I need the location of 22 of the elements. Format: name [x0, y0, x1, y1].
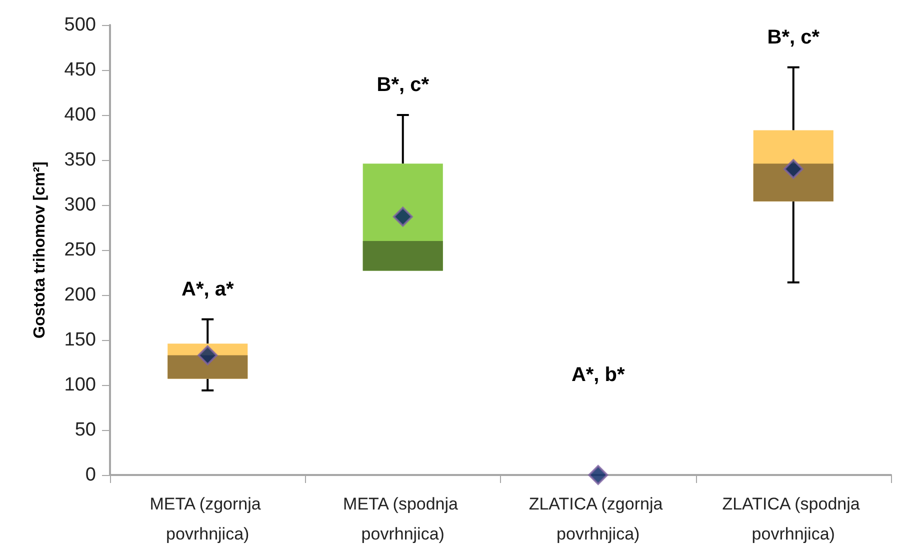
y-tick-label: 300 [64, 194, 96, 216]
x-tick-label: ZLATICA (zgornja povrhnjica) [528, 494, 668, 544]
y-tick-label: 250 [64, 240, 96, 260]
x-tick-label: META (zgornja povrhnjica) [150, 494, 266, 544]
annotation: B*, c* [767, 26, 820, 48]
y-tick-label: 350 [64, 150, 96, 170]
y-tick-label: 500 [64, 14, 96, 36]
annotation: A*, b* [571, 364, 626, 386]
annotation: A*, a* [182, 278, 234, 300]
y-tick-label: 150 [64, 330, 96, 350]
y-tick-label: 50 [74, 420, 96, 440]
y-tick-label: 0 [85, 464, 96, 486]
y-tick-label: 400 [64, 104, 96, 126]
x-tick-label: META (spodnja povrhnjica) [343, 494, 463, 544]
y-tick-label: 450 [64, 60, 96, 80]
y-axis-title: Gostota trihomov [cm²] [32, 162, 48, 338]
x-tick-label: ZLATICA (spodnja povrhnjica) [722, 494, 865, 544]
annotation: B*, c* [376, 74, 430, 96]
y-tick-label: 100 [64, 374, 96, 396]
point [392, 206, 413, 227]
point [588, 465, 608, 485]
y-tick-label: 200 [64, 284, 96, 306]
